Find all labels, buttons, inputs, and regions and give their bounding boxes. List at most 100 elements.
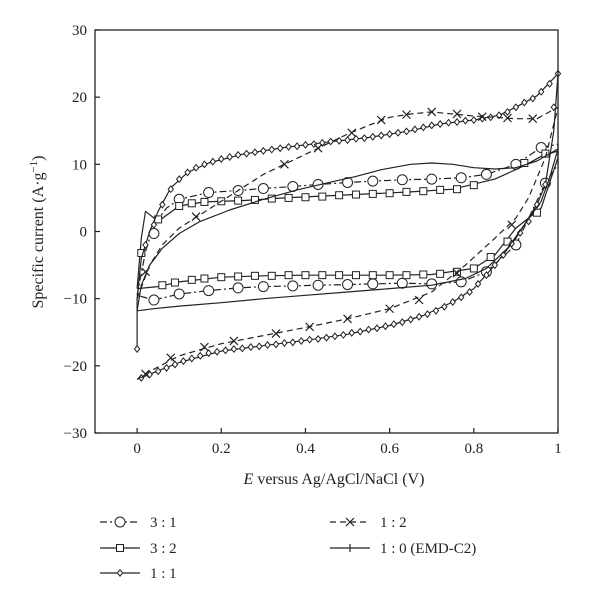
data-point	[234, 150, 242, 159]
legend-item-1: 3 : 1	[100, 515, 177, 531]
x-tick-label: 0	[133, 441, 141, 457]
data-point	[200, 197, 209, 206]
data-point	[327, 137, 334, 146]
x-axis-label-rest: versus Ag/AgCl/NaCl (V)	[253, 471, 424, 488]
data-point	[419, 187, 428, 196]
data-point	[173, 288, 185, 300]
legend-marker	[116, 569, 124, 577]
data-point	[348, 328, 355, 337]
x-tick-label: 1	[554, 441, 562, 457]
data-point	[352, 134, 360, 143]
data-point	[507, 220, 517, 230]
data-point	[396, 277, 408, 289]
data-point	[529, 94, 536, 103]
data-point	[272, 340, 280, 349]
data-point	[390, 320, 398, 329]
data-point	[232, 282, 244, 294]
data-point	[449, 298, 457, 307]
legend-item-2: 1 : 2	[330, 515, 407, 531]
data-point	[516, 228, 524, 237]
data-point	[385, 189, 394, 198]
data-point	[520, 158, 529, 167]
data-point	[399, 318, 406, 327]
data-point	[150, 220, 158, 229]
data-point	[469, 181, 478, 190]
data-point	[415, 312, 423, 321]
data-point	[230, 345, 238, 354]
data-point	[351, 271, 360, 280]
data-point	[318, 271, 327, 280]
data-point	[250, 195, 259, 204]
data-point	[504, 107, 511, 116]
data-point	[257, 183, 269, 195]
x-tick-label: 0.2	[212, 441, 231, 457]
data-point	[445, 118, 452, 127]
data-point	[537, 87, 545, 96]
data-point	[343, 314, 352, 324]
plot-frame	[94, 29, 559, 434]
data-point	[250, 271, 259, 280]
data-point	[180, 357, 187, 366]
data-point	[196, 351, 204, 360]
y-tick-label: 10	[72, 157, 87, 173]
data-point	[385, 271, 394, 280]
data-point	[267, 271, 276, 280]
data-point	[368, 271, 377, 280]
data-point	[184, 168, 191, 177]
data-point	[503, 113, 512, 123]
data-point	[255, 342, 263, 351]
data-point	[347, 128, 357, 138]
data-point	[312, 279, 324, 291]
x-axis-label-italic: E	[243, 471, 254, 488]
data-point	[452, 268, 462, 278]
data-point	[310, 140, 318, 149]
data-point	[313, 143, 323, 153]
data-point	[344, 136, 351, 145]
data-point	[239, 344, 246, 353]
data-point	[414, 295, 424, 305]
data-point	[396, 174, 408, 186]
data-point	[264, 341, 271, 350]
data-point	[192, 163, 200, 172]
data-point	[340, 330, 347, 339]
data-point	[276, 144, 284, 153]
data-point	[170, 278, 179, 287]
data-point	[298, 336, 305, 345]
data-point	[234, 196, 243, 205]
data-point	[453, 118, 461, 127]
data-point	[477, 112, 487, 122]
data-point	[243, 149, 250, 158]
data-point	[419, 270, 428, 279]
data-point	[218, 154, 225, 163]
data-point	[166, 353, 176, 363]
data-point	[377, 131, 385, 140]
data-point	[146, 370, 153, 379]
data-point	[268, 145, 276, 154]
series-4	[136, 106, 559, 380]
data-point	[351, 190, 360, 199]
data-point	[247, 343, 254, 352]
data-point	[402, 271, 411, 280]
legend-label: 1 : 0 (EMD-C2)	[380, 541, 476, 557]
data-point	[209, 157, 217, 166]
y-axis-label-main: Specific current (A·g	[30, 173, 47, 309]
y-tick-label: 30	[72, 23, 87, 39]
data-point	[251, 148, 259, 157]
data-point	[279, 159, 289, 169]
data-point	[455, 172, 467, 184]
series-line-1	[136, 143, 559, 301]
x-axis-label: E versus Ag/AgCl/NaCl (V)	[243, 471, 425, 488]
data-point	[407, 315, 414, 324]
data-point	[335, 136, 343, 145]
data-point	[213, 347, 221, 356]
data-point	[154, 367, 162, 376]
data-point	[187, 199, 196, 208]
data-point	[436, 269, 445, 278]
ticks-layer: 0 0.2 0.4 0.6 0.8 1 −30 −20 −10 0 10 20 30	[64, 23, 562, 457]
data-point	[483, 271, 490, 280]
data-point	[368, 189, 377, 198]
legend-item-3: 3 : 2	[100, 541, 177, 557]
data-point	[428, 121, 435, 130]
data-point	[411, 125, 419, 134]
data-point	[201, 160, 208, 169]
